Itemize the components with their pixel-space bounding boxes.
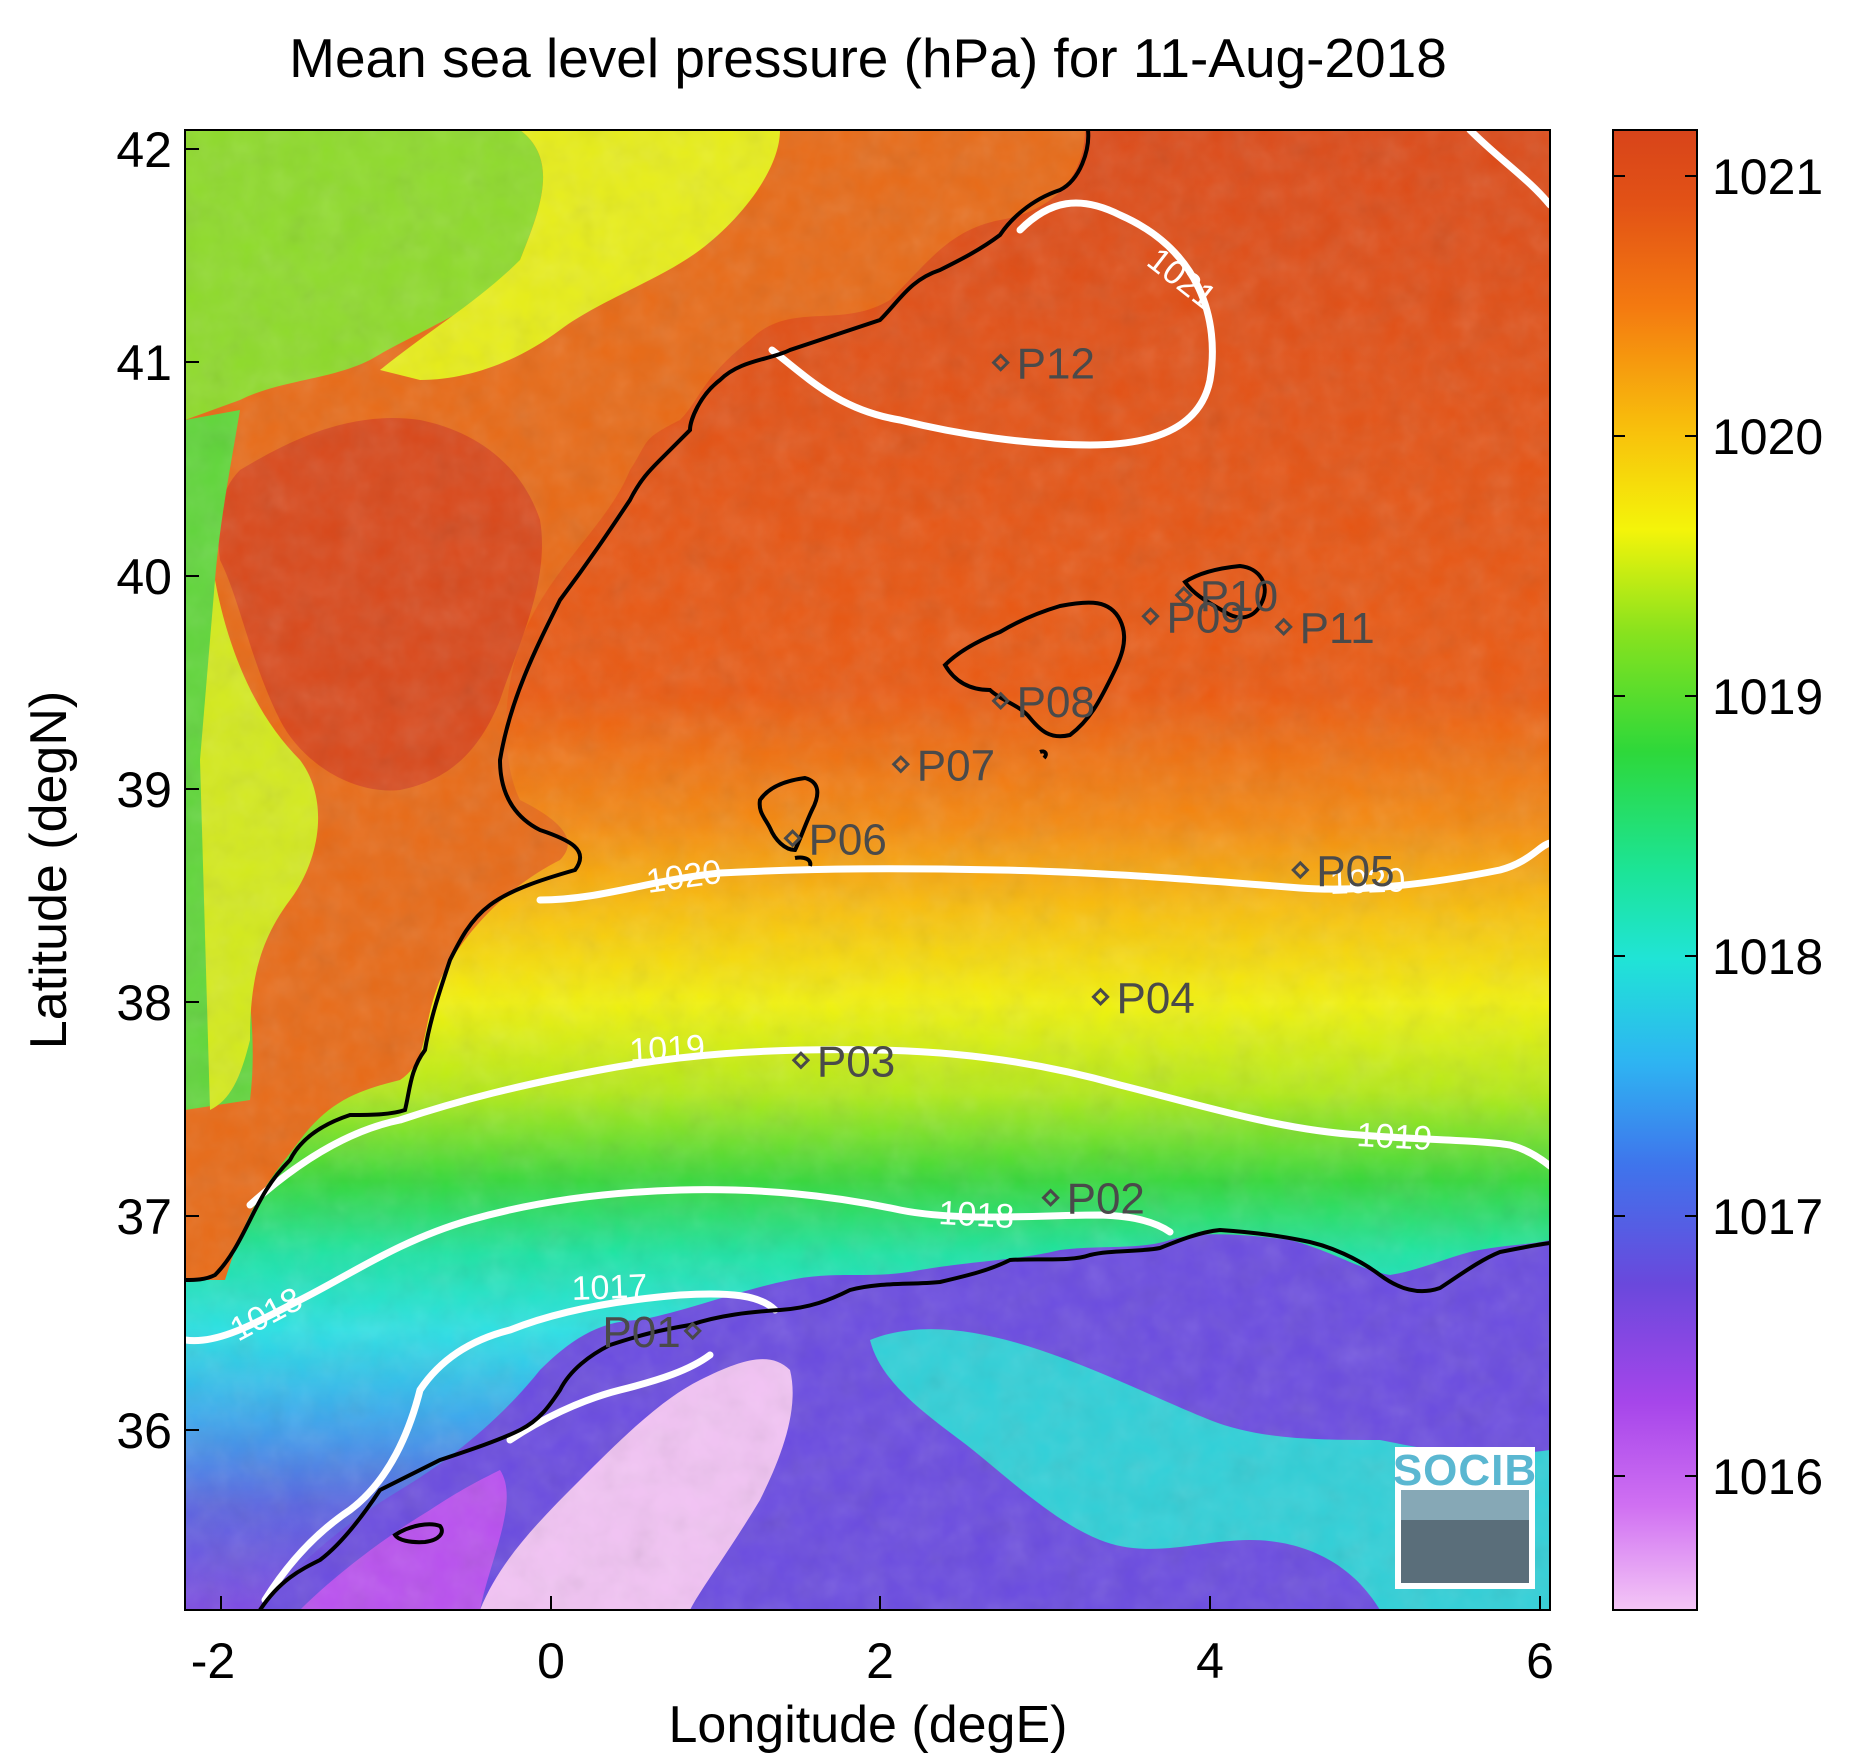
station-marker <box>1291 860 1310 880</box>
colorbar-tick-label: 1016 <box>1712 1449 1823 1505</box>
x-tick-label: 2 <box>866 1633 894 1689</box>
station-label: P04 <box>1117 974 1195 1023</box>
contour-label: 1019 <box>628 1028 706 1070</box>
coastline-menorca <box>1182 563 1267 620</box>
y-tick-label: 40 <box>116 549 172 605</box>
map-field: 1021 1020 1020 1019 1019 1018 1018 1017 … <box>185 130 1550 1610</box>
station-marker <box>891 755 910 774</box>
station-label: P10 <box>1200 572 1278 621</box>
logo-text: SOCIB <box>1393 1446 1537 1495</box>
station-marker <box>683 1321 702 1341</box>
colorbar-tick-label: 1020 <box>1712 409 1823 465</box>
colorbar-gradient <box>1613 130 1697 1610</box>
station-label: P02 <box>1067 1175 1145 1224</box>
station-marker <box>1091 987 1110 1007</box>
coastline-formentera <box>794 855 813 867</box>
coastline-ibiza <box>757 775 820 853</box>
y-tick-label: 38 <box>116 975 172 1031</box>
colorbar-tick-label: 1019 <box>1712 669 1823 725</box>
x-tick-label: -2 <box>191 1633 235 1689</box>
contour-1017 <box>261 1290 779 1604</box>
y-tick-label: 39 <box>116 762 172 818</box>
x-axis: -2 0 2 4 6 Longitude (degE) <box>191 1596 1554 1754</box>
coastline-cabrera <box>1039 749 1048 760</box>
colorbar: 1016 1017 1018 1019 1020 1021 <box>1612 129 1823 1611</box>
contour-label: 1019 <box>1356 1116 1434 1158</box>
chart-title: Mean sea level pressure (hPa) for 11-Aug… <box>289 27 1447 89</box>
station-label: P01 <box>602 1308 680 1357</box>
station-label: P03 <box>817 1037 895 1086</box>
colorbar-tick-label: 1018 <box>1712 929 1823 985</box>
coastline-iberia <box>185 130 1091 1282</box>
contour-label: 1020 <box>1329 861 1406 902</box>
station-marker <box>783 829 802 848</box>
station-marker <box>991 353 1010 372</box>
station-label: P09 <box>1166 593 1244 642</box>
contour-1019 <box>246 1046 1550 1209</box>
station-label: P05 <box>1316 847 1394 896</box>
station-label: P08 <box>1017 678 1095 727</box>
station-marker <box>1041 1188 1060 1207</box>
station-label: P06 <box>809 815 887 864</box>
colorbar-tick-label: 1021 <box>1712 149 1823 205</box>
x-axis-label: Longitude (degE) <box>669 1696 1068 1754</box>
x-tick-label: 4 <box>1196 1633 1224 1689</box>
y-axis-label: Latitude (degN) <box>20 691 78 1049</box>
plot-frame <box>184 129 1551 1611</box>
contour-1021-loop <box>768 199 1216 449</box>
contour-1021-corner <box>1466 130 1550 209</box>
contour-1020 <box>536 839 1550 904</box>
station-label: P07 <box>917 741 995 790</box>
coastlines <box>185 130 1550 1610</box>
station-label: P12 <box>1017 340 1095 389</box>
y-tick-label: 42 <box>116 122 172 178</box>
socib-logo: SOCIB <box>1393 1446 1537 1589</box>
y-tick-label: 37 <box>116 1189 172 1245</box>
contour-label: 1018 <box>938 1194 1016 1236</box>
y-tick-label: 36 <box>116 1403 172 1459</box>
colorbar-frame <box>1612 129 1698 1611</box>
contour-1018 <box>185 1186 1174 1345</box>
logo-image-top <box>1401 1490 1529 1520</box>
contour-1017-inner <box>506 1351 714 1444</box>
station-marker <box>791 1051 811 1070</box>
coastline-alboran-island <box>392 1522 444 1545</box>
x-tick-label: 6 <box>1526 1633 1554 1689</box>
colorbar-tick-label: 1017 <box>1712 1189 1823 1245</box>
contour-label: 1017 <box>571 1267 648 1308</box>
y-tick-label: 41 <box>116 335 172 391</box>
station-marker <box>1274 617 1293 637</box>
station-marker <box>1174 585 1193 605</box>
x-tick-label: 0 <box>537 1633 565 1689</box>
station-marker <box>1141 607 1160 626</box>
station-label: P11 <box>1300 604 1375 653</box>
contour-lines <box>185 130 1550 1604</box>
y-axis: 36 37 38 39 40 41 42 Latitude (degN) <box>20 122 199 1459</box>
coastline-africa <box>258 1227 1550 1610</box>
station-marker <box>991 691 1010 711</box>
